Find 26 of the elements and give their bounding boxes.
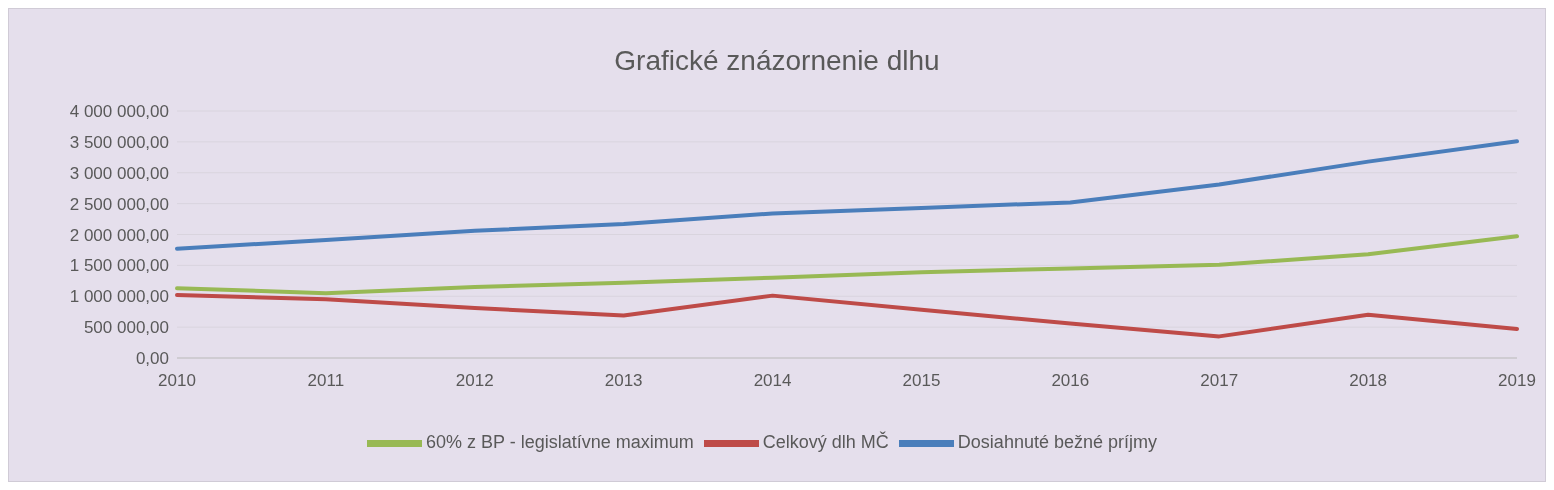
x-tick-label: 2014 bbox=[753, 371, 792, 391]
x-tick-label: 2013 bbox=[604, 371, 643, 391]
line-series bbox=[175, 293, 1519, 339]
legend-label: 60% z BP - legislatívne maximum bbox=[426, 432, 694, 453]
x-tick-label: 2015 bbox=[902, 371, 941, 391]
x-tick-label: 2011 bbox=[307, 371, 345, 391]
y-tick-label: 3 000 000,00 bbox=[69, 163, 169, 183]
x-tick-label: 2019 bbox=[1498, 371, 1536, 391]
chart-title: Grafické znázornenie dlhu bbox=[613, 45, 941, 77]
line-series bbox=[175, 139, 1519, 251]
y-tick-label: 2 500 000,00 bbox=[69, 194, 169, 214]
x-tick-label: 2017 bbox=[1200, 371, 1239, 391]
y-tick-label: 3 500 000,00 bbox=[69, 132, 169, 152]
line-series bbox=[175, 234, 1519, 296]
x-tick-label: 2012 bbox=[455, 371, 494, 391]
legend-label: Dosiahnuté bežné príjmy bbox=[957, 432, 1157, 453]
y-tick-label: 1 500 000,00 bbox=[69, 256, 169, 276]
x-tick-label: 2016 bbox=[1051, 371, 1090, 391]
y-tick-label: 0,00 bbox=[135, 349, 169, 369]
y-tick-label: 500 000,00 bbox=[83, 318, 169, 338]
legend-label: Celkový dlh MČ bbox=[762, 432, 889, 453]
y-tick-label: 1 000 000,00 bbox=[69, 287, 169, 307]
y-tick-label: 2 000 000,00 bbox=[69, 225, 169, 245]
y-tick-label: 4 000 000,00 bbox=[69, 102, 169, 122]
x-tick-label: 2018 bbox=[1349, 371, 1388, 391]
x-tick-label: 2010 bbox=[158, 371, 196, 391]
